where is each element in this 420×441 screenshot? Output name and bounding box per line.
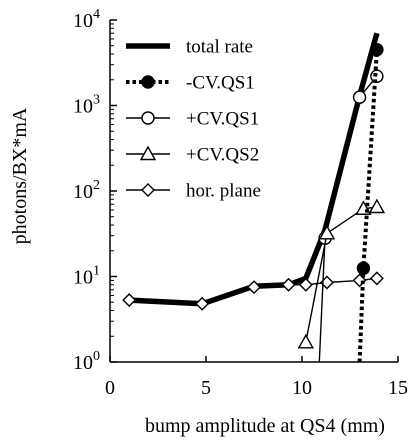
y-tick-label: 101 (73, 264, 100, 289)
legend-marker (139, 145, 157, 161)
legend-marker (141, 111, 155, 125)
data-point (369, 271, 384, 286)
legend: total rate -CV.QS1 +CV.QS1 +CV.QS2 hor. plan… (126, 37, 261, 202)
y-tick-label: 104 (73, 7, 100, 32)
series-1 (356, 42, 384, 362)
y-tick-label: 102 (73, 178, 100, 203)
data-point (122, 293, 137, 308)
x-tick-label: 10 (292, 377, 312, 399)
axes: 0 5 10 15 100 101 102 103 104 (73, 7, 408, 399)
x-tick-label: 15 (388, 377, 408, 399)
x-tick-label: 0 (105, 377, 115, 399)
legend-label: -CV.QS1 (186, 73, 255, 94)
data-point (298, 277, 313, 292)
y-tick-label: 100 (73, 349, 100, 374)
data-point (356, 261, 371, 275)
series-4 (122, 271, 384, 311)
data-point (368, 198, 386, 214)
data-point (281, 277, 296, 292)
data-point (352, 90, 367, 104)
legend-label: total rate (186, 37, 253, 58)
legend-label: +CV.QS1 (186, 109, 259, 130)
data-point (195, 296, 210, 311)
y-axis-title: photons/BX*mA (9, 107, 31, 244)
y-tick-label: 103 (73, 93, 100, 118)
legend-label: hor. plane (186, 181, 261, 202)
legend-label: +CV.QS2 (186, 145, 259, 166)
data-point (297, 333, 315, 349)
plot-area (122, 32, 386, 362)
data-point (370, 42, 384, 57)
data-point (318, 224, 336, 240)
x-tick-label: 5 (201, 377, 211, 399)
legend-marker (141, 183, 155, 197)
series-line (305, 206, 377, 343)
series-line (318, 75, 378, 362)
legend-marker (141, 75, 155, 89)
x-axis-title: bump amplitude at QS4 (mm) (145, 415, 385, 437)
data-point (247, 280, 261, 295)
